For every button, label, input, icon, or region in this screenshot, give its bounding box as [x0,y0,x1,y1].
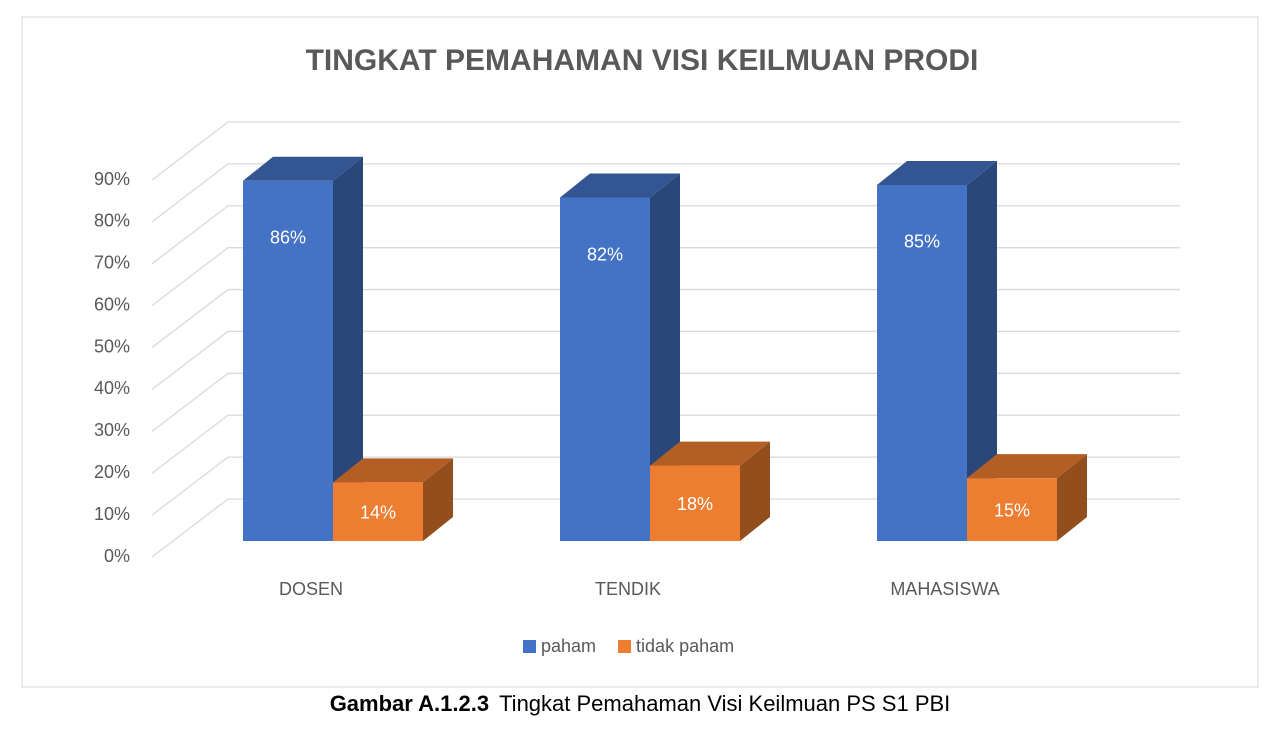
bar [333,482,423,541]
grid-line [151,498,1180,558]
bar-side [967,160,997,541]
chart-title: TINGKAT PEMAHAMAN VISI KEILMUAN PRODI [306,44,979,77]
grid-line [151,121,1180,181]
grid-line [151,330,1180,390]
value-label: 15% [994,500,1030,520]
bar-top [877,160,997,185]
caption: Gambar A.1.2.3 Tingkat Pemahaman Visi Kei… [330,691,951,716]
bar [243,180,333,541]
bar-top [333,458,453,483]
bar [967,478,1057,541]
y-tick-label: 90% [94,169,130,189]
legend-swatch [523,640,536,653]
grid-line [151,414,1180,474]
bar-top [243,156,363,181]
grid-line [151,456,1180,516]
x-tick-label: TENDIK [595,579,661,599]
value-label: 14% [360,502,396,522]
value-label: 86% [270,228,306,248]
y-tick-label: 10% [94,504,130,524]
y-tick-label: 80% [94,211,130,231]
bar-side [1057,454,1087,541]
bar [650,465,740,541]
y-tick-label: 30% [94,420,130,440]
bar-side [423,458,453,541]
bar-side [333,156,363,541]
value-label: 82% [587,244,623,264]
caption-label: Gambar A.1.2.3 [330,691,489,716]
y-tick-label: 40% [94,378,130,398]
legend-swatch [618,640,632,653]
grid-line [151,288,1180,349]
bar-side [740,441,770,541]
value-label: 85% [904,232,940,252]
bar-top [560,173,680,198]
y-tick-label: 70% [94,253,130,273]
y-tick-label: 0% [104,546,130,566]
y-tick-label: 20% [94,462,130,482]
bar [560,197,650,541]
grid-line [151,205,1180,265]
grid-line [151,247,1180,307]
grid-line [151,163,1180,223]
bar [877,184,967,541]
value-label: 18% [677,494,713,514]
grid-line [151,372,1180,432]
y-tick-label: 60% [94,294,130,314]
bar-top [967,454,1087,479]
y-tick-label: 50% [94,336,130,356]
legend-label: paham [541,636,596,656]
x-tick-label: MAHASISWA [890,579,999,599]
legend-label: tidak paham [636,636,734,656]
x-tick-label: DOSEN [279,579,343,599]
bar-top [650,441,770,466]
caption-text: Tingkat Pemahaman Visi Keilmuan PS S1 PB… [499,691,950,716]
